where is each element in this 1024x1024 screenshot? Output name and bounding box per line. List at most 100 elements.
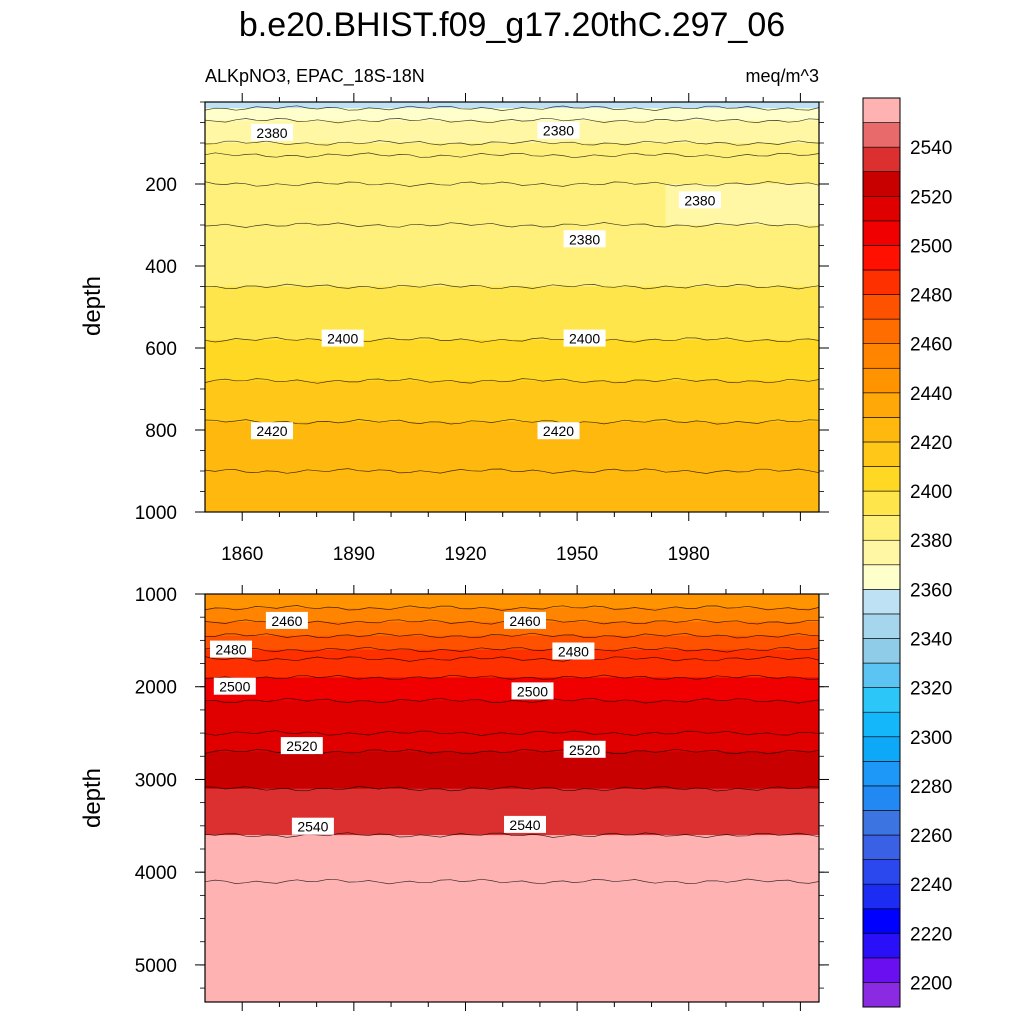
upper-contour-cell bbox=[665, 108, 718, 122]
upper-contour-cell bbox=[409, 471, 462, 512]
colorbar-tick-label: 2540 bbox=[910, 138, 952, 159]
contour-label: 2420 bbox=[537, 422, 580, 440]
upper-contour-cell bbox=[665, 421, 718, 472]
upper-contour-cell bbox=[460, 143, 513, 156]
lower-contour-cell bbox=[460, 881, 513, 1002]
svg-text:2400: 2400 bbox=[569, 331, 600, 347]
colorbar-box bbox=[862, 294, 901, 320]
lower-contour-cell bbox=[665, 788, 718, 836]
lower-contour-cell bbox=[460, 677, 513, 702]
upper-contour-cell bbox=[256, 225, 308, 288]
lower-contour-cell bbox=[460, 751, 513, 790]
colorbar-box bbox=[862, 122, 901, 148]
upper-contour-cell bbox=[205, 143, 257, 156]
lower-contour-cell bbox=[256, 700, 308, 734]
upper-contour-line bbox=[205, 418, 819, 425]
lower-contour-cell bbox=[205, 658, 257, 679]
upper-contour-cell bbox=[716, 155, 769, 185]
upper-contour-cell bbox=[358, 155, 411, 185]
upper-contour-cell bbox=[665, 120, 718, 144]
upper-contour-cell bbox=[512, 286, 564, 341]
lower-contour-cell bbox=[358, 621, 411, 637]
lower-contour-cell bbox=[307, 594, 360, 609]
lower-contour-cell bbox=[512, 700, 564, 734]
lower-contour-cell bbox=[460, 835, 513, 883]
upper-contour-cell bbox=[358, 102, 411, 109]
lower-contour-line bbox=[205, 605, 819, 611]
lower-contour-cell bbox=[512, 594, 564, 609]
colorbar-box bbox=[862, 97, 901, 123]
lower-contour-cell bbox=[665, 835, 718, 883]
upper-contour-cell bbox=[205, 471, 257, 512]
lower-contour-cell bbox=[614, 607, 667, 623]
lower-contour-cell bbox=[767, 607, 819, 623]
contour-label: 2500 bbox=[511, 682, 554, 700]
upper-contour-cell bbox=[307, 155, 360, 185]
colorbar-tick-label: 2200 bbox=[910, 973, 952, 994]
colorbar-box bbox=[862, 490, 901, 516]
upper-contour-line bbox=[205, 283, 819, 290]
upper-contour-cell bbox=[256, 471, 308, 512]
colorbar-box bbox=[862, 883, 901, 910]
upper-contour-cell bbox=[409, 225, 462, 288]
lower-contour-cell bbox=[563, 835, 615, 883]
lower-contour-cell bbox=[563, 788, 615, 836]
upper-contour-cell bbox=[614, 225, 667, 288]
upper-contour-cell bbox=[460, 102, 513, 109]
lower-contour-cell bbox=[716, 881, 769, 1002]
lower-contour-line bbox=[205, 632, 819, 639]
upper-contour-cell bbox=[614, 471, 667, 512]
colorbar-box bbox=[862, 589, 901, 615]
upper-contour-cell bbox=[307, 143, 360, 156]
upper-contour-cell bbox=[512, 102, 564, 109]
colorbar-box bbox=[862, 613, 901, 639]
lower-contour-cell bbox=[358, 835, 411, 883]
upper-contour-cell bbox=[563, 102, 615, 109]
colorbar-tick-label: 2220 bbox=[910, 924, 952, 945]
contour-label: 2480 bbox=[210, 640, 252, 658]
lower-contour-cell bbox=[665, 649, 718, 660]
upper-contour-line bbox=[205, 377, 819, 384]
upper-contour-cell bbox=[716, 225, 769, 288]
contour-label: 2500 bbox=[213, 677, 256, 695]
lower-contour-cell bbox=[665, 607, 718, 623]
lower-contour-cell bbox=[716, 677, 769, 702]
upper-contour-cell bbox=[307, 102, 360, 109]
upper-contour-cell bbox=[767, 380, 819, 423]
colorbar-tick-label: 2500 bbox=[910, 236, 952, 257]
upper-contour-cell bbox=[256, 108, 308, 122]
upper-contour-cell bbox=[716, 421, 769, 472]
upper-contour-cell bbox=[358, 339, 411, 382]
lower-contour-cell bbox=[512, 649, 564, 660]
colorbar-tick-label: 2340 bbox=[910, 630, 952, 651]
upper-y-axis-label: depth bbox=[79, 276, 106, 336]
upper-contour-cell bbox=[205, 184, 257, 226]
upper-contour-cell bbox=[716, 380, 769, 423]
units-label: meq/m^3 bbox=[746, 66, 819, 86]
colorbar-tick-label: 2460 bbox=[910, 335, 952, 356]
lower-contour-cell bbox=[716, 733, 769, 753]
contour-label: 2520 bbox=[280, 737, 323, 755]
upper-contour-cell bbox=[256, 155, 308, 185]
lower-panel: 2460 2460 2480 2480 2500 2500 2520 2520 2540 2540… bbox=[135, 585, 829, 1011]
colorbar-box bbox=[862, 859, 901, 885]
upper-contour-cell bbox=[716, 102, 769, 109]
colorbar-box bbox=[862, 539, 901, 566]
colorbar-box bbox=[862, 515, 901, 541]
colorbar-box bbox=[862, 908, 901, 934]
upper-contour-line bbox=[205, 222, 819, 228]
lower-contour-cell bbox=[358, 658, 411, 679]
upper-contour-cell bbox=[512, 380, 564, 423]
lower-contour-cell bbox=[358, 881, 411, 1002]
upper-contour-cell bbox=[767, 225, 819, 288]
lower-contour-cell bbox=[614, 751, 667, 790]
colorbar-box bbox=[862, 564, 901, 590]
x-tick-label: 1890 bbox=[333, 544, 375, 565]
lower-contour-cell bbox=[460, 621, 513, 637]
upper-contour-cell bbox=[767, 286, 819, 341]
lower-contour-cell bbox=[767, 649, 819, 660]
colorbar-tick-label: 2260 bbox=[910, 826, 952, 847]
contour-label: 2380 bbox=[251, 123, 293, 141]
colorbar-tick-label: 2480 bbox=[910, 286, 952, 307]
